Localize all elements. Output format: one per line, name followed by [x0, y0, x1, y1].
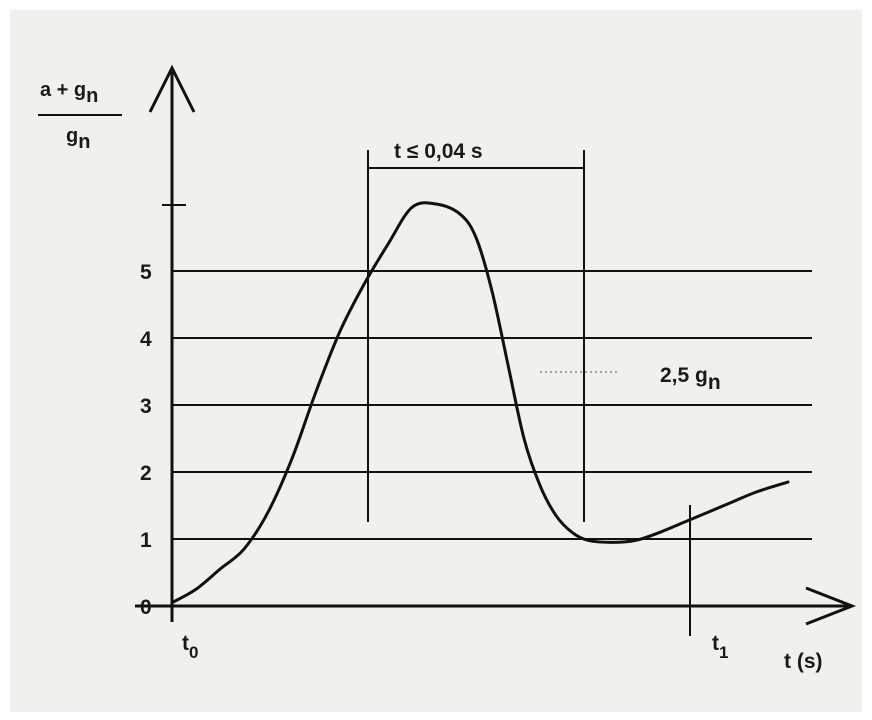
t0-label-sub: 0 [189, 643, 198, 662]
t0-label: t0 [182, 632, 198, 662]
y-axis-arrow [148, 64, 196, 113]
y-label-denominator-sub: n [78, 131, 90, 153]
y-label-numerator-sub: n [86, 85, 98, 107]
y-label-denominator: gn [66, 125, 90, 153]
y-tick-label-0: 0 [140, 596, 152, 619]
y-tick-label-3: 3 [140, 395, 152, 418]
level-label-sub: n [708, 371, 721, 394]
t1-label-sub: 1 [719, 643, 728, 662]
y-tick-label-4: 4 [140, 328, 152, 351]
y-tick-label-2: 2 [140, 462, 152, 485]
x-axis-arrow [805, 586, 857, 626]
y-tick-labels: 0 1 2 3 4 5 [140, 261, 152, 619]
figure-background [10, 10, 862, 712]
y-label-numerator: a + gn [40, 79, 98, 107]
grid-lines [172, 270, 812, 540]
y-tick-label-5: 5 [140, 261, 152, 284]
t1-label: t1 [712, 632, 728, 662]
y-tick-label-1: 1 [140, 529, 152, 552]
acceleration-curve [170, 201, 790, 605]
level-label: 2,5 gn [660, 364, 721, 394]
interval-label: t ≤ 0,04 s [394, 140, 483, 163]
x-axis-label: t (s) [784, 650, 823, 673]
